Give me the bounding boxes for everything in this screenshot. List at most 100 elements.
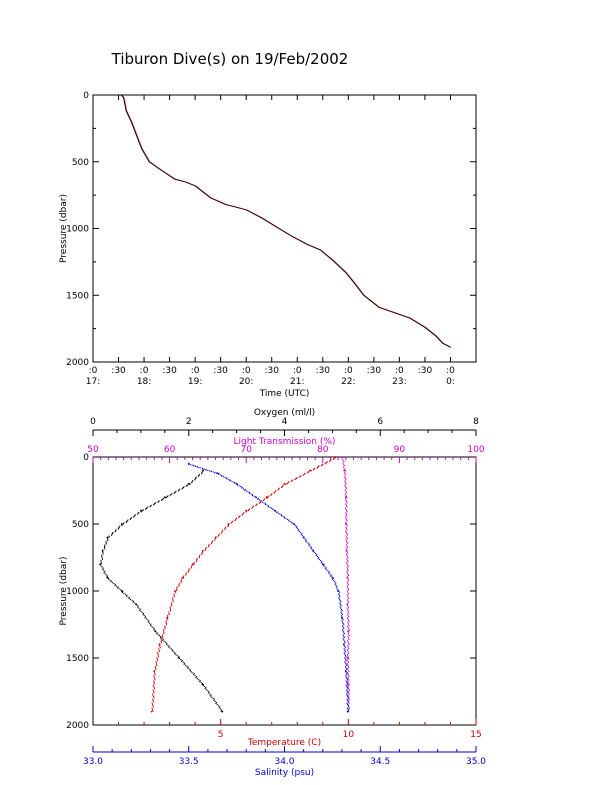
salinity-profile-point — [305, 540, 307, 542]
oxygen-profile-point — [104, 547, 106, 549]
oxygen-profile-point — [123, 522, 125, 524]
light_transmission-profile-point — [344, 493, 346, 495]
oxygen-profile-point — [122, 591, 124, 593]
oxygen-profile-point — [195, 676, 197, 678]
temperature-profile-point — [155, 667, 157, 669]
salinity-profile-point — [268, 505, 270, 507]
temperature-profile-point — [294, 478, 296, 480]
salinity-profile-point — [276, 512, 278, 514]
dive-pressure-line-shadow — [121, 94, 452, 348]
salinity-profile-point — [296, 526, 298, 528]
oxygen-profile-point — [214, 700, 216, 702]
light_transmission-profile-point — [345, 517, 347, 519]
temperature-profile-point — [266, 497, 268, 499]
oxygen-profile-point — [137, 605, 139, 607]
light_transmission-profile-point — [346, 536, 348, 538]
light_transmission-data-point — [341, 456, 343, 458]
salinity-profile-point — [249, 492, 251, 494]
salinity-profile-point — [343, 628, 345, 630]
salinity-profile-point — [264, 503, 266, 505]
temperature-profile-point — [152, 699, 154, 701]
temperature-profile-point — [205, 547, 207, 549]
temperature-profile-point — [212, 540, 214, 542]
oxygen-profile-point — [144, 617, 146, 619]
temperature-profile-point — [154, 683, 156, 685]
salinity-profile-point — [306, 541, 308, 543]
light_transmission-profile-point — [348, 589, 350, 591]
oxygen-profile-point — [134, 515, 136, 517]
temperature-profile-point — [172, 599, 174, 601]
oxygen-profile-point — [186, 485, 188, 487]
light_transmission-profile-point — [345, 516, 347, 518]
temperature-profile-point — [218, 533, 220, 535]
temperature-profile-point — [163, 629, 165, 631]
oxygen-profile-point — [175, 490, 177, 492]
temperature-profile-point — [196, 560, 198, 562]
oxygen-profile-point — [141, 611, 143, 613]
temperature-data-point — [334, 456, 337, 458]
temperature-profile-point — [160, 639, 162, 641]
light_transmission-profile-point — [347, 691, 349, 693]
salinity-data-point — [293, 523, 295, 525]
temperature-profile-point — [153, 687, 155, 689]
light_transmission-profile-point — [346, 554, 348, 556]
temperature-profile-point — [274, 491, 276, 493]
salinity-profile-point — [191, 464, 193, 466]
light_transmission-profile-point — [344, 476, 346, 478]
oxygen-profile-point — [156, 632, 158, 634]
light_transmission-profile-point — [343, 463, 345, 465]
light_transmission-profile-point — [346, 558, 348, 560]
oxygen-profile-point — [178, 656, 180, 658]
temperature-profile-point — [178, 583, 180, 585]
light_transmission-profile-point — [347, 601, 349, 603]
oxygen-data-point — [221, 710, 224, 713]
temperature-profile-point — [178, 584, 180, 586]
light_transmission-profile-point — [347, 626, 349, 628]
oxygen-profile-point — [111, 534, 113, 536]
temperature-profile-point — [334, 457, 336, 459]
temperature-profile-point — [312, 469, 314, 471]
temperature-profile-point — [159, 647, 161, 649]
salinity-profile-point — [318, 559, 320, 561]
light_transmission-profile-point — [347, 552, 349, 554]
temperature-profile-point — [193, 564, 195, 566]
oxygen-profile-point — [208, 692, 210, 694]
oxygen-profile-point — [201, 682, 203, 684]
salinity-profile-point — [272, 508, 274, 510]
oxygen-profile-point — [161, 499, 163, 501]
temperature-profile-point — [307, 471, 309, 473]
oxygen-data-point — [187, 482, 190, 485]
temperature-profile-point — [171, 605, 173, 607]
light_transmission-profile-point — [347, 646, 349, 648]
oxygen-profile-point — [119, 525, 121, 527]
dive-pressure-line — [120, 94, 451, 348]
temperature-profile-point — [239, 515, 241, 517]
temperature-profile-point — [227, 525, 229, 527]
salinity-profile-point — [325, 567, 327, 569]
oxygen-profile-point — [150, 623, 152, 625]
temperature-profile-point — [156, 658, 158, 660]
salinity-data-point — [216, 472, 219, 474]
salinity-profile-point — [198, 467, 200, 469]
oxygen-profile-point — [126, 594, 128, 596]
salinity-profile-point — [346, 687, 348, 689]
temperature-profile-point — [157, 654, 159, 656]
salinity-profile-point — [310, 547, 312, 549]
salinity-profile-point — [189, 464, 191, 466]
oxygen-profile-point — [166, 495, 168, 497]
oxygen-profile-point — [132, 601, 134, 603]
oxygen-profile-point — [128, 598, 130, 600]
oxygen-profile-point — [101, 557, 103, 559]
temperature-profile-point — [308, 471, 310, 473]
temperature-profile-point — [211, 541, 213, 543]
oxygen-profile-point — [101, 566, 103, 568]
oxygen-profile-point — [194, 478, 196, 480]
salinity-profile-point — [214, 472, 216, 474]
oxygen-profile-point — [153, 503, 155, 505]
oxygen-profile-point — [189, 669, 191, 671]
light_transmission-profile-point — [347, 578, 349, 580]
light_transmission-profile-point — [347, 640, 349, 642]
salinity-profile-point — [339, 598, 341, 600]
temperature-data-point — [309, 469, 311, 472]
salinity-profile-point — [280, 515, 282, 517]
